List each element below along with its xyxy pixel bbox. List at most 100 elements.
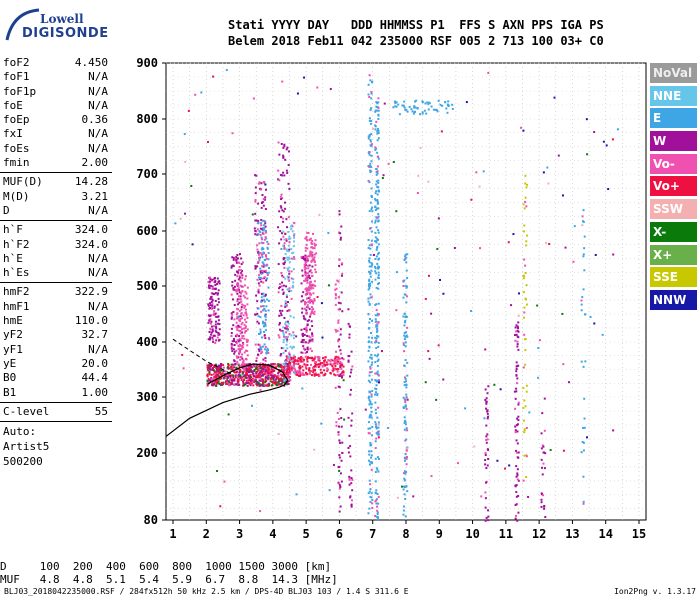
echo-point — [277, 374, 280, 377]
echo-point — [241, 357, 244, 360]
echo-point — [210, 320, 213, 323]
echo-point — [230, 334, 233, 337]
echo-point — [375, 248, 378, 251]
echo-point — [235, 366, 238, 369]
echo-point — [299, 367, 302, 370]
echo-point — [275, 378, 278, 381]
echo-point — [376, 516, 379, 519]
echo-point — [230, 363, 233, 366]
echo-point — [375, 498, 378, 501]
echo-point — [210, 300, 213, 303]
echo-point — [213, 277, 216, 280]
echo-point — [228, 375, 231, 378]
echo-point — [271, 377, 274, 380]
echo-point — [290, 289, 293, 292]
echo-point — [374, 265, 377, 268]
echo-point — [581, 224, 584, 227]
echo-point — [279, 384, 282, 387]
echo-point — [239, 356, 242, 359]
echo-point — [246, 382, 249, 385]
autoscaling-info: Auto: Artist5 500200 — [0, 424, 112, 469]
echo-point — [294, 368, 297, 371]
echo-point — [257, 343, 260, 346]
echo-point — [210, 295, 213, 298]
echo-point — [369, 108, 372, 111]
echo-point — [402, 396, 405, 399]
echo-point — [516, 472, 519, 475]
echo-point — [277, 169, 280, 172]
echo-point — [319, 371, 322, 374]
echo-point — [370, 265, 373, 268]
echo-point — [213, 375, 216, 378]
echo-point — [245, 367, 248, 370]
echo-point — [370, 403, 373, 406]
echo-point — [288, 352, 291, 355]
echo-point — [272, 378, 275, 381]
echo-point — [523, 333, 526, 336]
echo-point — [562, 449, 565, 452]
echo-point — [282, 338, 285, 341]
echo-point — [516, 345, 519, 348]
echo-point — [286, 382, 289, 385]
echo-point — [564, 246, 567, 249]
param-name: yE — [3, 356, 17, 370]
echo-point — [370, 187, 373, 190]
echo-point — [278, 179, 281, 182]
echo-point — [263, 270, 266, 273]
echo-point — [370, 406, 373, 409]
echo-point — [303, 363, 306, 366]
echo-point — [218, 282, 221, 285]
echo-point — [313, 256, 316, 259]
echo-point — [245, 340, 248, 343]
echo-point — [522, 291, 525, 294]
echo-point — [473, 445, 476, 448]
echo-point — [368, 327, 371, 330]
echo-point — [514, 334, 517, 337]
echo-point — [259, 277, 262, 280]
echo-point — [484, 452, 487, 455]
x-tick-label: 8 — [402, 527, 409, 541]
profile-curve — [165, 363, 289, 437]
echo-point — [370, 341, 373, 344]
echo-point — [403, 459, 406, 462]
echo-point — [515, 484, 518, 487]
echo-point — [292, 354, 295, 357]
echo-point — [308, 282, 311, 285]
echo-point — [306, 320, 309, 323]
echo-point — [295, 362, 298, 365]
echo-point — [214, 320, 217, 323]
echo-point — [368, 345, 371, 348]
echo-point — [337, 308, 340, 311]
echo-point — [250, 404, 253, 407]
echo-point — [207, 304, 210, 307]
echo-point — [232, 287, 235, 290]
echo-point — [583, 269, 586, 272]
echo-point — [263, 366, 266, 369]
echo-point — [516, 325, 519, 328]
echo-point — [485, 402, 488, 405]
footer-version: Ion2Png v. 1.3.17 — [614, 587, 696, 596]
echo-point — [405, 256, 408, 259]
echo-point — [260, 310, 263, 313]
echo-point — [374, 500, 377, 503]
echo-point — [222, 370, 225, 373]
echo-point — [208, 280, 211, 283]
echo-point — [377, 313, 380, 316]
echo-point — [289, 369, 292, 372]
echo-point — [338, 454, 341, 457]
echo-point — [517, 314, 520, 317]
echo-point — [337, 319, 340, 322]
echo-point — [277, 378, 280, 381]
echo-point — [208, 373, 211, 376]
echo-point — [291, 347, 294, 350]
echo-point — [292, 356, 295, 359]
echo-point — [233, 378, 236, 381]
echo-point — [376, 102, 379, 105]
echo-point — [304, 249, 307, 252]
echo-point — [377, 470, 380, 473]
echo-point — [287, 322, 290, 325]
echo-point — [540, 432, 543, 435]
echo-point — [283, 266, 286, 269]
echo-point — [404, 253, 407, 256]
echo-point — [514, 485, 517, 488]
